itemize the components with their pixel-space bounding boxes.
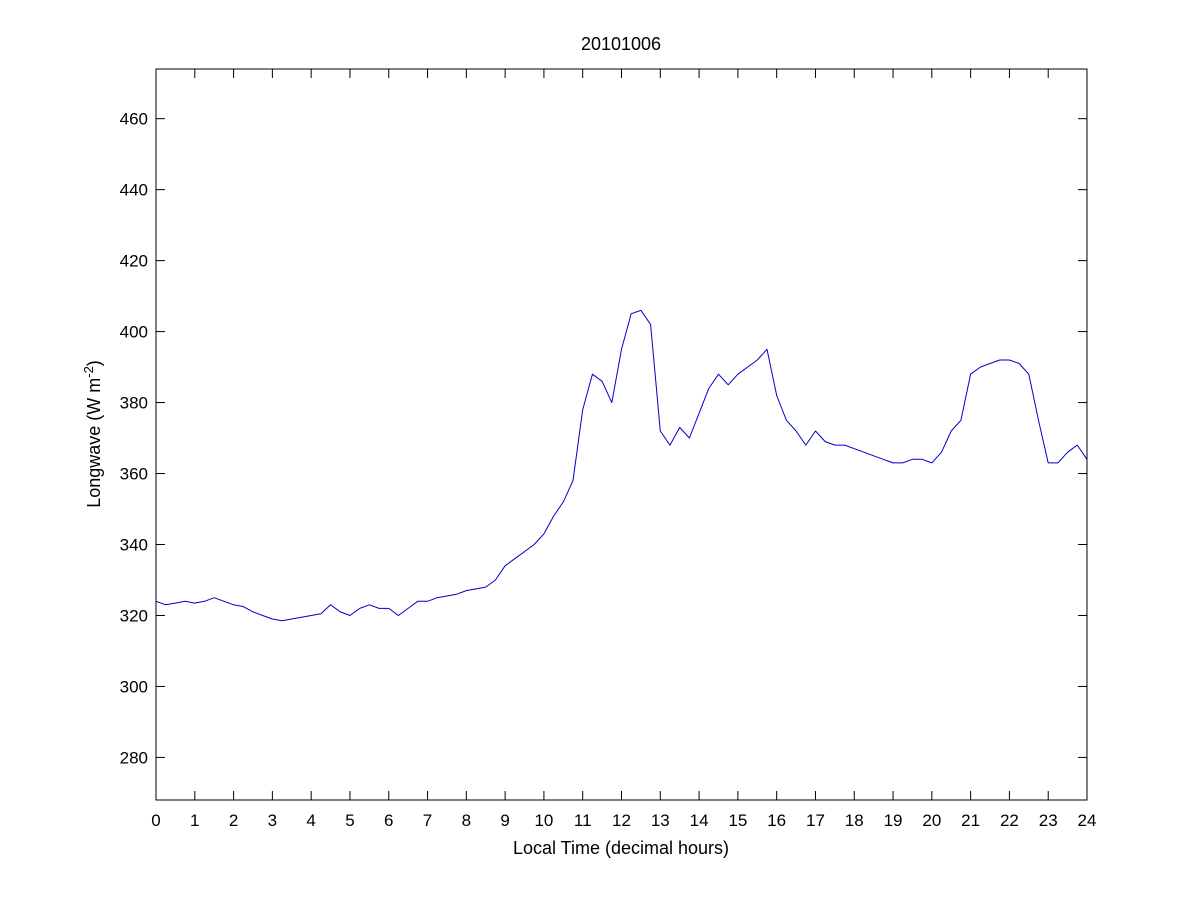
x-tick-label: 7 [423, 811, 432, 830]
y-tick-label: 420 [120, 252, 148, 271]
x-tick-label: 5 [345, 811, 354, 830]
x-tick-label: 0 [151, 811, 160, 830]
x-tick-label: 21 [961, 811, 980, 830]
tick-group [155, 69, 1088, 800]
y-tick-label: 300 [120, 677, 148, 696]
x-tick-label: 23 [1039, 811, 1058, 830]
x-tick-label: 24 [1078, 811, 1097, 830]
x-tick-label: 22 [1000, 811, 1019, 830]
series-group [155, 309, 1088, 622]
y-tick-label: 280 [120, 748, 148, 767]
x-tick-label: 4 [306, 811, 315, 830]
x-tick-label: 17 [806, 811, 825, 830]
y-axis-label: Longwave (W m-2) [81, 360, 104, 508]
x-tick-label: 2 [229, 811, 238, 830]
y-axis-label-main: Longwave (W m [84, 378, 104, 508]
x-tick-label: 18 [845, 811, 864, 830]
x-tick-label: 16 [767, 811, 786, 830]
x-tick-label: 11 [574, 811, 592, 830]
x-tick-label: 3 [268, 811, 277, 830]
x-tick-label: 12 [612, 811, 631, 830]
y-tick-label: 460 [120, 110, 148, 129]
plot-area [155, 68, 1088, 801]
x-tick-label: 1 [190, 811, 199, 830]
chart-title: 20101006 [581, 34, 661, 54]
y-tick-label: 360 [120, 465, 148, 484]
x-tick-label: 10 [534, 811, 553, 830]
x-axis-label: Local Time (decimal hours) [513, 838, 729, 858]
x-tick-label: 6 [384, 811, 393, 830]
x-tick-label: 9 [500, 811, 509, 830]
plot-box [155, 68, 1088, 801]
x-tick-label: 14 [690, 811, 709, 830]
x-tick-label: 20 [922, 811, 941, 830]
y-axis-label-sup: -2 [81, 366, 96, 378]
y-axis-label-close: ) [84, 360, 104, 366]
x-tick-label: 8 [462, 811, 471, 830]
x-tick-label: 15 [728, 811, 747, 830]
x-tick-labels: 0 1 2 3 4 5 6 7 8 9 10 11 12 13 14 15 16 17 18 19 20 21 22 23 24 [151, 811, 1096, 830]
y-tick-label: 440 [120, 181, 148, 200]
y-tick-label: 340 [120, 536, 148, 555]
y-tick-label: 400 [120, 323, 148, 342]
y-tick-label: 320 [120, 606, 148, 625]
series-line [155, 309, 1088, 622]
x-tick-label: 19 [884, 811, 903, 830]
y-tick-labels: 280 300 320 340 360 380 400 420 440 460 [120, 110, 148, 768]
x-tick-label: 13 [651, 811, 670, 830]
y-tick-label: 380 [120, 394, 148, 413]
